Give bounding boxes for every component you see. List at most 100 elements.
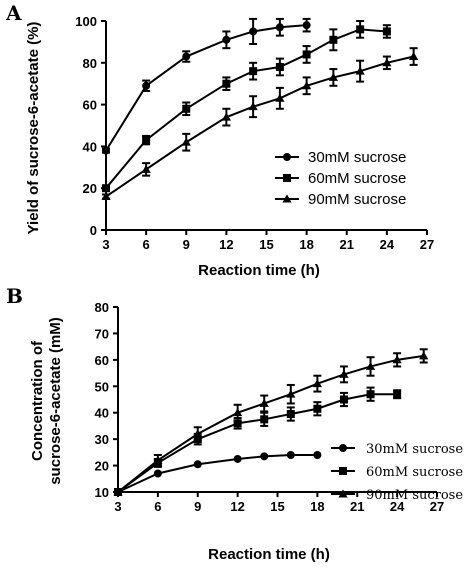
panel-a-series-square-point xyxy=(356,25,365,34)
panel-b-series-circle-point xyxy=(313,451,322,459)
panel-a-legend-circle-marker xyxy=(283,153,291,161)
panel-b-y-tick-label: 30 xyxy=(95,432,109,447)
panel-a-x-tick-label: 21 xyxy=(340,237,354,252)
panel-a-series-square-point xyxy=(142,136,151,145)
panel-b-y-tick-label: 60 xyxy=(95,353,109,368)
panel-a-legend-square-marker xyxy=(283,174,291,182)
panel-a-series-triangle-point xyxy=(221,112,231,121)
panel-a-legend-square-label: 60mM sucrose xyxy=(308,170,406,187)
panel-b-series-square-point xyxy=(313,404,322,413)
panel-a-y-tick-label: 60 xyxy=(83,98,97,113)
panel-a-series-square-point xyxy=(302,50,311,59)
panel-a-series-triangle-point xyxy=(409,51,419,60)
panel-b-legend: 30mM sucrose 60mM sucrose 90mM sucrose xyxy=(331,442,463,503)
panel-b-series-circle-point xyxy=(286,451,295,459)
panel-b-letter: B xyxy=(6,284,23,308)
panel-a-series-circle-point xyxy=(222,35,231,44)
panel-a-x-tick-label: 3 xyxy=(102,237,109,252)
panel-a-series-circle-point xyxy=(102,146,110,155)
panel-b-series-square-point xyxy=(339,395,348,404)
panel-b-series-triangle-point xyxy=(233,408,243,417)
panel-b-series-triangle-point xyxy=(193,429,203,438)
panel-a-series-square-point xyxy=(182,104,191,113)
panel-a-series-square-line xyxy=(105,28,387,189)
panel-a-series-square-point xyxy=(275,62,284,71)
panel-a-y-tick-label: 40 xyxy=(83,139,97,154)
panel-a-legend-triangle-label: 90mM sucrose xyxy=(308,191,406,208)
panel-b-x-tick-label: 21 xyxy=(350,499,364,514)
panel-a-y-axis-label: Yield of sucrose-6-acetate (%) xyxy=(25,22,42,235)
panel-b-x-tick-label: 6 xyxy=(154,499,161,514)
panel-b-series-circle-point xyxy=(260,452,269,461)
panel-b-x-tick-label: 18 xyxy=(310,499,324,514)
panel-a-x-tick-label: 27 xyxy=(420,237,434,252)
panel-a-series-triangle-point xyxy=(302,81,312,90)
panel-a-series-circle-point xyxy=(182,52,191,61)
panel-b-series-triangle-point xyxy=(286,389,296,398)
panel-b-y-tick-label: 50 xyxy=(95,379,109,394)
panel-b-legend-triangle-marker xyxy=(338,489,348,498)
panel-b-series-triangle-point xyxy=(365,361,376,370)
panel-b-y-tick-label: 80 xyxy=(95,300,109,315)
panel-a-y-tick-label: 80 xyxy=(83,56,97,71)
panel-b-series-square-line xyxy=(117,393,398,493)
panel-b-series-square-point xyxy=(366,390,375,399)
panel-a-series-triangle-point xyxy=(355,66,365,75)
panel-b-x-axis-label: Reaction time (h) xyxy=(208,546,330,563)
panel-a-x-tick-label: 12 xyxy=(219,237,233,252)
panel-b-x-tick-label: 9 xyxy=(194,499,201,514)
panel-a-legend-triangle-marker xyxy=(282,194,292,203)
panel-b-legend-triangle-label: 90mM sucrose xyxy=(366,488,463,503)
panel-b-series-square-point xyxy=(233,419,242,428)
panel-b-series-circle-point xyxy=(193,460,202,469)
panel-a-series-triangle-point xyxy=(248,102,258,111)
panel-b-legend-circle-marker xyxy=(339,444,347,452)
panel-b-y-axis-label-line-1: Concentration of xyxy=(29,340,46,461)
panel-a-series-triangle-point xyxy=(382,58,392,67)
panel-a-series-triangle-point xyxy=(101,191,111,201)
panel-b-series-circle-line xyxy=(117,454,318,493)
panel-b-series-circle-point xyxy=(233,454,242,463)
panel-a-legend-circle-label: 30mM sucrose xyxy=(308,149,406,166)
panel-b-series-triangle-point xyxy=(113,487,123,496)
panel-a-series-triangle-point xyxy=(275,93,285,102)
panel-b-legend-circle-label: 30mM sucrose xyxy=(366,442,463,457)
panel-a-series-circle-point xyxy=(249,27,258,36)
panel-a-series-circle-point xyxy=(142,81,151,90)
panel-a-letter: A xyxy=(5,1,22,25)
panel-b: B Concentration of sucrose-6-acetate (mM… xyxy=(6,284,463,563)
panel-b-x-tick-label: 27 xyxy=(430,499,444,514)
panel-b-y-tick-label: 70 xyxy=(95,326,109,341)
panel-b-y-axis-label-line-2: sucrose-6-acetate (mM) xyxy=(47,317,64,485)
panel-a-x-tick-label: 18 xyxy=(299,237,313,252)
panel-b-x-tick-label: 12 xyxy=(230,499,244,514)
panel-a-series-circle-point xyxy=(302,21,311,30)
panel-a-series-circle-point xyxy=(275,23,284,32)
panel-a-x-tick-label: 24 xyxy=(380,237,395,252)
panel-b-series-triangle-point xyxy=(419,351,429,360)
panel-b-series-triangle-point xyxy=(392,355,402,364)
panel-b-plot-area: 3 6 9 12 15 18 21 24 27 10 20 30 40 50 60 70 80 xyxy=(95,300,445,514)
panel-a-plot-area: 3 6 9 12 15 18 21 24 27 0 20 40 60 80 100 xyxy=(75,14,434,252)
panel-b-series-square-point xyxy=(286,410,295,419)
panel-a-series-square-point xyxy=(222,79,231,88)
panel-a-x-tick-label: 9 xyxy=(183,237,190,252)
panel-a-series-square-point xyxy=(382,27,391,36)
panel-b-x-tick-label: 15 xyxy=(270,499,284,514)
panel-a-y-tick-label: 100 xyxy=(75,14,97,29)
panel-a-x-axis-label: Reaction time (h) xyxy=(198,262,320,279)
panel-b-legend-square-marker xyxy=(339,467,347,475)
panel-b-legend-square-label: 60mM sucrose xyxy=(366,465,463,480)
panel-b-series-square-point xyxy=(260,415,269,424)
panel-b-x-tick-label: 24 xyxy=(390,499,405,514)
panel-a-series-triangle-point xyxy=(141,164,151,173)
panel-a-series-triangle-point xyxy=(181,137,191,146)
panel-a-y-tick-label: 0 xyxy=(90,223,97,238)
panel-b-series-triangle-point xyxy=(153,455,163,464)
panel-a-series-square-point xyxy=(329,35,338,44)
panel-b-y-tick-label: 40 xyxy=(95,406,109,421)
panel-a-series-square-point xyxy=(102,184,110,193)
panel-a-y-tick-label: 20 xyxy=(83,181,97,196)
panel-b-series-circle-point xyxy=(153,469,162,478)
panel-a-series-triangle-point xyxy=(328,72,338,81)
